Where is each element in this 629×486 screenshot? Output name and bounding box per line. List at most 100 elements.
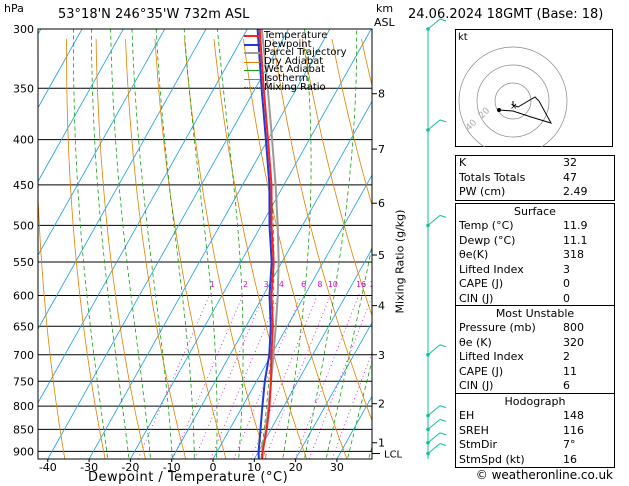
isotherm-line: [212, 174, 372, 459]
pressure-tick-label: 900: [13, 445, 34, 458]
km-tick-label: 8: [378, 88, 385, 101]
isotherm-line: [38, 29, 207, 330]
dry-adiabat-line: [184, 39, 267, 459]
isotherm-line: [47, 29, 289, 459]
asl-label: ASL: [374, 16, 395, 29]
mixing-ratio-label: 20: [370, 280, 380, 289]
wind-barb: [427, 344, 441, 356]
legend-wet-adiabat: Wet Adiabat: [244, 65, 347, 75]
most-unstable-title: Most Unstable: [495, 307, 575, 320]
x-tick-label: -20: [121, 461, 139, 474]
mixing-ratio-label: 6: [301, 280, 306, 289]
hodograph-center-marker: ×: [510, 102, 518, 112]
wind-barb-flag: [439, 344, 447, 348]
isotherm-line: [38, 29, 248, 404]
mixing-ratio-label: 16: [356, 280, 366, 289]
wind-barb: [427, 419, 441, 430]
lcl-label: LCL: [384, 450, 403, 461]
wind-barb-flag: [439, 119, 447, 123]
footer-copyright: © weatheronline.co.uk: [475, 468, 613, 482]
legend: Temperature Dewpoint Parcel Trajectory D…: [244, 31, 347, 93]
hodograph-ring-60: [458, 46, 568, 147]
dewpoint-line: [256, 29, 273, 459]
hodo-row: StmDir 7°: [459, 438, 576, 451]
x-tick-label: -40: [39, 461, 57, 474]
temperature-line: [258, 29, 275, 459]
wet-adiabat-line: [325, 243, 372, 458]
surface-row: CIN (J) 0: [459, 291, 570, 305]
index-totals: Totals Totals 47: [459, 170, 577, 184]
legend-temperature: Temperature: [244, 31, 347, 41]
isotherm-line: [295, 321, 372, 459]
dry-adiabat-line: [213, 39, 307, 459]
hodograph: kt 20 40 ×: [455, 29, 613, 147]
pressure-tick-label: 700: [13, 349, 34, 362]
surface-row: Temp (°C) 11.9: [459, 219, 588, 232]
hodograph-unit: kt: [458, 32, 468, 43]
wet-adiabat-line: [73, 29, 108, 458]
mixing-ratio-label: 2: [243, 280, 248, 289]
pressure-tick-label: 300: [13, 23, 34, 36]
wind-barb: [427, 119, 441, 131]
wet-adiabat-line: [110, 29, 151, 458]
mixing-ratio-line: [210, 294, 280, 459]
indices-panel: K 32 Totals Totals 47 PW (cm) 2.49: [455, 155, 615, 201]
wind-barb: [427, 405, 441, 416]
pressure-tick-label: 850: [13, 423, 34, 436]
pressure-tick-label: 400: [13, 134, 34, 147]
hodo-row: StmSpd (kt) 16: [459, 452, 577, 466]
mu-row: θe (K) 320: [459, 335, 584, 349]
x-axis-label: Dewpoint / Temperature (°C): [88, 470, 289, 485]
hodograph-storm-motion: [497, 108, 501, 112]
mixing-ratio-label: 4: [279, 280, 284, 289]
plot-frame: [37, 28, 373, 460]
dry-adiabat-line: [331, 39, 372, 207]
surface-row: CAPE (J) 0: [459, 277, 570, 290]
surface-row: Lifted Index 3: [459, 262, 570, 276]
mixing-ratio-line: [294, 294, 360, 459]
pressure-tick-label: 450: [13, 179, 34, 192]
dry-adiabat-line: [272, 39, 372, 422]
hodograph-trace: [498, 96, 553, 124]
dry-adiabat-line: [302, 39, 372, 317]
x-tick-label: 0: [210, 461, 217, 474]
km-tick-label: 1: [378, 437, 385, 450]
dry-adiabat-line: [125, 39, 187, 459]
dry-adiabat-line: [243, 39, 348, 459]
hodo-row: EH 148: [459, 409, 584, 422]
km-tick-label: 7: [378, 143, 385, 156]
pressure-tick-label: 650: [13, 320, 34, 333]
km-tick-label: 2: [378, 398, 385, 411]
dry-adiabat-line: [66, 39, 106, 459]
isotherm-line: [38, 29, 83, 109]
legend-dry-adiabat: Dry Adiabat: [244, 57, 347, 67]
wind-barb-flag: [439, 418, 447, 422]
index-k: K 32: [459, 156, 577, 169]
wind-barb-flag: [439, 214, 447, 218]
mixing-ratio-line: [250, 294, 319, 459]
surface-row: θe(K) 318: [459, 248, 584, 261]
legend-dewpoint: Dewpoint: [244, 39, 347, 50]
pressure-tick-label: 500: [13, 219, 34, 232]
dry-adiabat-line: [38, 186, 66, 459]
wind-barb-flag: [439, 18, 447, 22]
mixing-ratio-line: [308, 295, 372, 459]
wet-adiabat-line: [183, 29, 218, 458]
km-tick-label: 6: [378, 197, 385, 210]
km-tick-label: 5: [378, 249, 385, 262]
isotherm-line: [38, 29, 124, 183]
legend-mixing-ratio: Mixing Ratio: [244, 82, 347, 93]
pressure-tick-label: 550: [13, 256, 34, 269]
isotherm-line: [253, 248, 372, 459]
wet-adiabat-line: [217, 29, 244, 458]
mu-row: CAPE (J) 11: [459, 364, 577, 378]
mu-row: Lifted Index 2: [459, 350, 570, 363]
hodograph-table-title: Hodograph: [504, 395, 566, 408]
km-label: km: [376, 2, 394, 15]
km-tick-label: 4: [378, 300, 385, 313]
wind-barb: [427, 18, 441, 30]
location-title: 53°18'N 246°35'W 732m ASL: [58, 7, 250, 22]
isotherm-line: [130, 29, 372, 459]
pressure-tick-label: 800: [13, 400, 34, 413]
isotherm-line: [171, 100, 372, 459]
